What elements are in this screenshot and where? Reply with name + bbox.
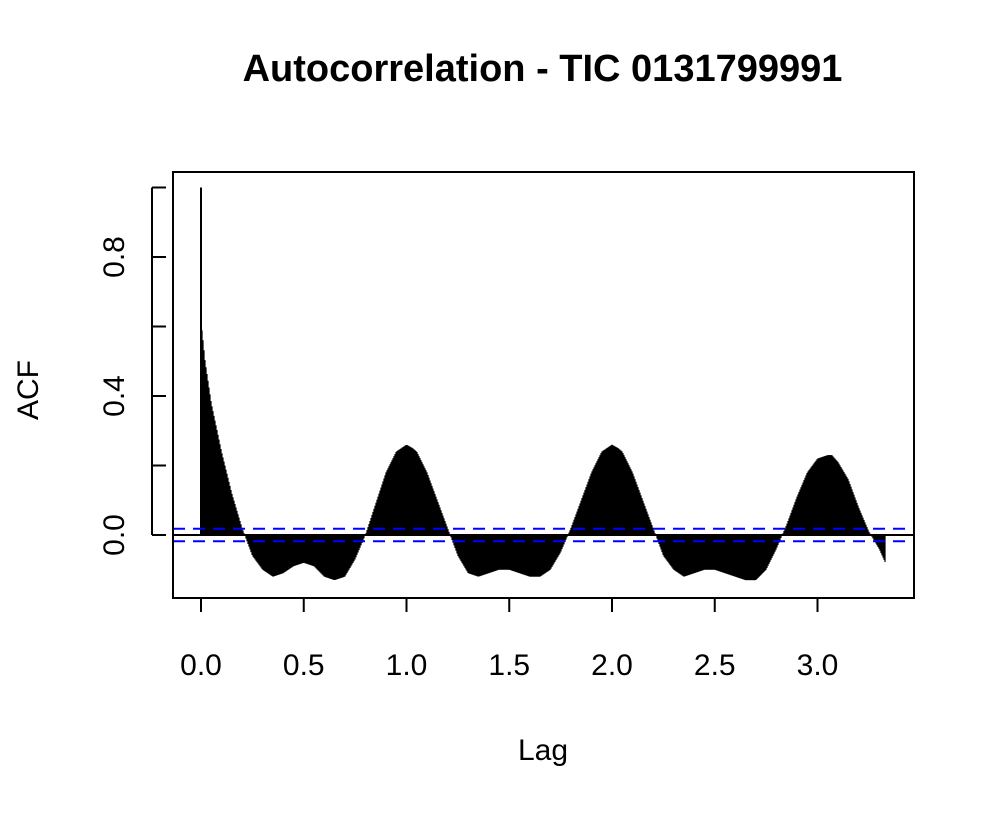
y-axis-label: ACF (12, 360, 45, 420)
y-axis: 0.0 0.4 0.8 (98, 186, 166, 556)
x-tick-label: 0.0 (180, 649, 222, 682)
x-tick-label: 2.5 (694, 649, 736, 682)
x-tick-label: 0.5 (283, 649, 325, 682)
x-tick-label: 1.5 (488, 649, 530, 682)
x-tick-label: 3.0 (797, 649, 839, 682)
y-tick-label: 0.8 (98, 236, 131, 278)
y-tick-label: 0.4 (98, 375, 131, 417)
acf-bars (200, 187, 886, 581)
x-tick-label: 2.0 (591, 649, 633, 682)
x-axis-label: Lag (518, 734, 568, 767)
chart-title: Autocorrelation - TIC 0131799991 (242, 48, 843, 90)
x-axis: 0.0 0.5 1.0 1.5 2.0 2.5 3.0 (180, 597, 839, 682)
x-tick-label: 1.0 (386, 649, 428, 682)
y-tick-label: 0.0 (98, 514, 131, 556)
